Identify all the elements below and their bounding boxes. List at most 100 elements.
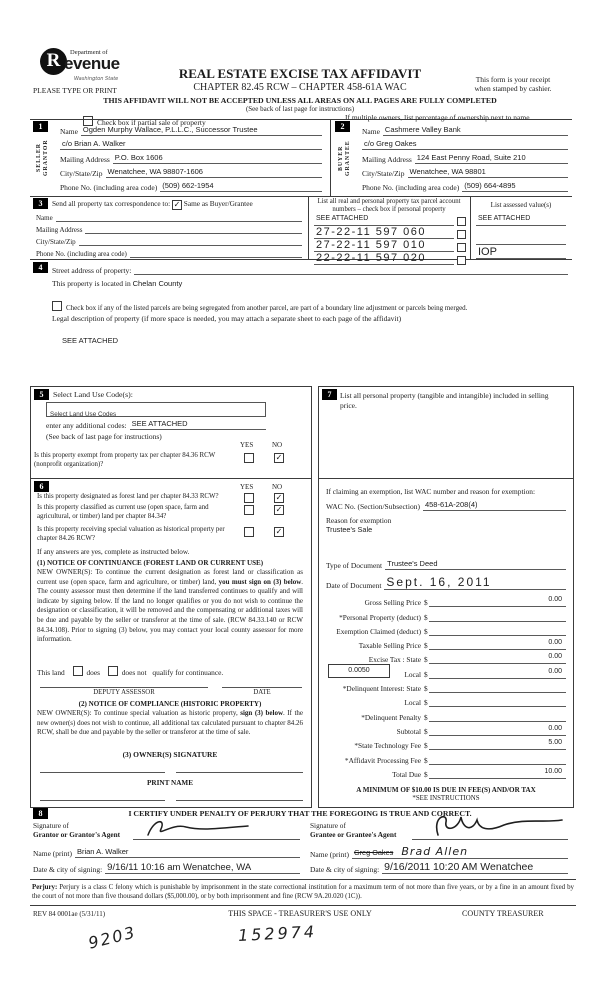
receipt-note-line1: This form is your receipt bbox=[475, 75, 551, 84]
excise-tax-state-field[interactable]: 0.00 bbox=[428, 653, 566, 665]
deputy-assessor-line[interactable] bbox=[40, 687, 208, 688]
grantee-name-field[interactable]: Greg Oakes Brad Allen bbox=[351, 845, 568, 859]
affidavit-processing-fee-field[interactable] bbox=[428, 754, 566, 765]
section-3-badge: 3 bbox=[33, 198, 48, 209]
segregated-checkbox[interactable] bbox=[52, 301, 62, 311]
checkmark: ✓ bbox=[275, 453, 283, 462]
taxable-selling-price-field[interactable]: 0.00 bbox=[428, 639, 566, 651]
parcel-row-3[interactable]: 22-22-11 597 020 bbox=[314, 252, 454, 265]
legal-description-label: Legal description of property (if more s… bbox=[52, 314, 402, 323]
exempt-yes-checkbox[interactable] bbox=[244, 453, 254, 463]
forest-land-yes-checkbox[interactable] bbox=[244, 493, 254, 503]
type-of-document-field[interactable]: Trustee's Deed bbox=[385, 559, 566, 570]
grantor-signature-line[interactable] bbox=[133, 839, 300, 840]
grantor-date-field[interactable]: 9/16/11 10:16 am Wenatchee, WA bbox=[105, 862, 300, 874]
owner-signature-line-2[interactable] bbox=[176, 772, 303, 773]
seller-city-field[interactable]: Wenatchee, WA 98807-1606 bbox=[105, 167, 322, 178]
grantor-name-field[interactable]: Brian A. Walker bbox=[74, 847, 300, 858]
logo-state-text: Washington State bbox=[74, 76, 119, 82]
assessed-row-0[interactable]: SEE ATTACHED bbox=[476, 215, 566, 226]
grantee-sig-label-2: Grantee or Grantee's Agent bbox=[310, 830, 397, 839]
buyer-name-field[interactable]: Cashmere Valley Bank bbox=[382, 125, 568, 136]
assessed-row-1[interactable] bbox=[476, 234, 566, 245]
divider bbox=[318, 478, 573, 479]
tax-correspondence-row: Send all property tax correspondence to:… bbox=[52, 199, 253, 210]
seller-name-field[interactable]: Ogden Murphy Wallace, P.L.L.C., Successo… bbox=[80, 125, 322, 136]
historical-yes-checkbox[interactable] bbox=[244, 527, 254, 537]
current-use-yes-checkbox[interactable] bbox=[244, 505, 254, 515]
corr-phone-field[interactable] bbox=[129, 247, 302, 258]
corr-city-field[interactable] bbox=[78, 235, 302, 246]
section5-see-back: (See back of last page for instructions) bbox=[46, 432, 162, 441]
owner-signature-line-1[interactable] bbox=[40, 772, 165, 773]
money-row-excise-state: Excise Tax : State $0.00 bbox=[326, 650, 566, 665]
type-of-document-row: Type of Document Trustee's Deed bbox=[326, 558, 566, 570]
this-land-label: This land bbox=[37, 668, 65, 677]
segregated-label: Check box if any of the listed parcels a… bbox=[66, 304, 468, 312]
land-use-select[interactable]: Select Land Use Codes bbox=[46, 402, 266, 418]
delinquent-penalty-field[interactable] bbox=[428, 711, 566, 722]
seller-fields: Name Ogden Murphy Wallace, P.L.L.C., Suc… bbox=[60, 122, 322, 192]
section-5-badge: 5 bbox=[34, 389, 49, 400]
does-not-checkbox[interactable] bbox=[107, 666, 118, 676]
parcel-personal-checkbox-2[interactable] bbox=[457, 243, 466, 252]
seller-co-field[interactable]: c/o Brian A. Walker bbox=[60, 139, 322, 150]
corr-name-field[interactable] bbox=[55, 211, 302, 222]
parcel-row-2[interactable]: 27-22-11 597 010 bbox=[314, 239, 454, 252]
seller-phone-field[interactable]: (509) 662-1954 bbox=[160, 181, 322, 192]
personal-property-deduct-field[interactable] bbox=[428, 611, 566, 622]
see-instructions-note: *SEE INSTRUCTIONS bbox=[412, 795, 480, 802]
forest-land-no-checkbox[interactable]: ✓ bbox=[274, 493, 284, 503]
owner-print-line-1[interactable] bbox=[40, 800, 165, 801]
seller-side-line1: SELLER bbox=[36, 143, 42, 173]
grantee-date-field[interactable]: 9/16/2011 10:20 AM Wenatchee bbox=[382, 861, 568, 874]
current-use-no-checkbox[interactable]: ✓ bbox=[274, 505, 284, 515]
gross-selling-price-field[interactable]: 0.00 bbox=[428, 596, 566, 608]
same-as-buyer-label: Same as Buyer/Grantee bbox=[183, 199, 253, 208]
state-technology-fee-field[interactable]: 5.00 bbox=[428, 739, 566, 751]
same-as-buyer-checkbox[interactable]: ✓ bbox=[171, 200, 182, 210]
street-address-field[interactable] bbox=[134, 264, 568, 275]
buyer-mailing-field[interactable]: 124 East Penny Road, Suite 210 bbox=[414, 153, 568, 164]
grantor-name-label: Name (print) bbox=[33, 849, 72, 858]
exemption-claimed-field[interactable] bbox=[428, 625, 566, 636]
parcel-personal-checkbox-1[interactable] bbox=[457, 230, 466, 239]
seller-mailing-field[interactable]: P.O. Box 1606 bbox=[112, 153, 322, 164]
corr-mailing-field[interactable] bbox=[85, 223, 302, 234]
parcel-row-0[interactable]: SEE ATTACHED bbox=[314, 215, 454, 226]
section-4-badge: 4 bbox=[33, 262, 48, 273]
buyer-phone-field[interactable]: (509) 664-4895 bbox=[462, 181, 568, 192]
assessor-date-line[interactable] bbox=[222, 687, 302, 688]
parcel-personal-checkbox-3[interactable] bbox=[457, 256, 466, 265]
wac-field[interactable]: 458-61A-208(4) bbox=[422, 500, 566, 511]
total-due-field[interactable]: 10.00 bbox=[428, 768, 566, 779]
delinquent-interest-state-field[interactable] bbox=[428, 682, 566, 694]
row-label: Taxable Selling Price bbox=[358, 641, 421, 651]
forest-land-question: Is this property designated as forest la… bbox=[37, 493, 219, 500]
subtotal-field[interactable]: 0.00 bbox=[428, 725, 566, 736]
dollar-sign: $ bbox=[424, 612, 428, 622]
does-checkbox[interactable] bbox=[72, 666, 83, 676]
section-1-badge: 1 bbox=[33, 121, 48, 132]
section-7-number: 7 bbox=[327, 390, 332, 399]
buyer-co-field[interactable]: c/o Greg Oakes bbox=[362, 139, 568, 150]
money-row-personal-property: *Personal Property (deduct) $ bbox=[326, 607, 566, 622]
parcel-row-1[interactable]: 27-22-11 597 060 bbox=[314, 226, 454, 239]
delinquent-interest-local-field[interactable] bbox=[428, 696, 566, 708]
grantor-signature bbox=[147, 821, 249, 836]
historical-no-checkbox[interactable]: ✓ bbox=[274, 527, 284, 537]
assessed-row-2[interactable]: IOP bbox=[476, 246, 566, 259]
excise-tax-local-field[interactable]: 0.00 bbox=[428, 668, 566, 679]
row-label: Gross Selling Price bbox=[364, 598, 421, 608]
parcel-personal-checkbox-0[interactable] bbox=[457, 217, 466, 226]
date-of-document-field[interactable]: Sept. 16, 2011 bbox=[384, 575, 566, 590]
owner-print-line-2[interactable] bbox=[176, 800, 303, 801]
buyer-city-field[interactable]: Wenatchee, WA 98801 bbox=[407, 167, 568, 178]
notice-compliance-body: NEW OWNER(S): To continue special valuat… bbox=[37, 709, 303, 738]
exempt-no-checkbox[interactable]: ✓ bbox=[274, 453, 284, 463]
section-2-badge: 2 bbox=[335, 121, 350, 132]
additional-codes-field[interactable]: SEE ATTACHED bbox=[129, 419, 266, 430]
receipt-note-line2: when stamped by cashier. bbox=[474, 84, 552, 93]
grantee-signature-line[interactable] bbox=[412, 839, 568, 840]
notice2-text-pre: NEW OWNER(S): To continue special valuat… bbox=[37, 709, 241, 717]
